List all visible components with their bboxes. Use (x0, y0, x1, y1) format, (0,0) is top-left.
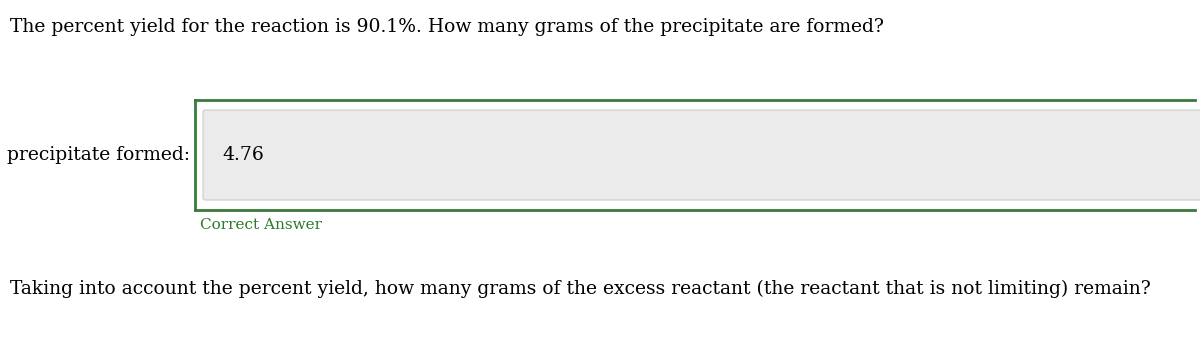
Text: The percent yield for the reaction is 90.1%. How many grams of the precipitate a: The percent yield for the reaction is 90… (10, 18, 884, 36)
Text: 4.76: 4.76 (222, 146, 264, 164)
FancyBboxPatch shape (203, 110, 1200, 200)
Text: Correct Answer: Correct Answer (200, 218, 322, 232)
Text: precipitate formed:: precipitate formed: (7, 146, 190, 164)
Text: Taking into account the percent yield, how many grams of the excess reactant (th: Taking into account the percent yield, h… (10, 280, 1151, 298)
